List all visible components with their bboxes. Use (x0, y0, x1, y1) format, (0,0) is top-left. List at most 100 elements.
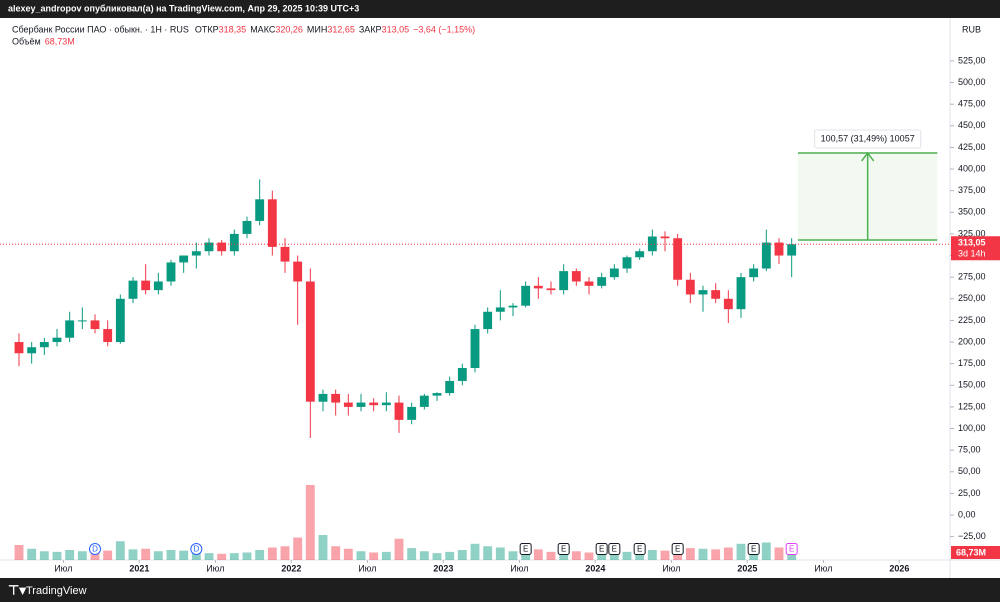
earnings-marker (519, 543, 532, 555)
volume-bar (635, 552, 645, 560)
y-tick-label: 200,00 (958, 336, 986, 346)
volume-price-box (951, 546, 1000, 559)
earnings-marker (785, 543, 798, 555)
event-label: E (675, 545, 680, 554)
candle-body (774, 242, 784, 256)
x-tick-label: Июл (510, 563, 528, 573)
volume-bar (419, 551, 429, 560)
footer (0, 578, 1000, 602)
volume-price-label: 68,73M (956, 547, 986, 557)
volume-bar (115, 541, 125, 560)
candle-body (191, 251, 201, 256)
volume-bar (141, 548, 151, 560)
candle-body (369, 402, 379, 406)
volume-bar (457, 550, 467, 560)
dividend-marker (190, 543, 203, 555)
candle-body (495, 307, 505, 312)
y-tick-label: 75,00 (958, 445, 981, 455)
candle-body (635, 251, 645, 258)
y-tick-label: 475,00 (958, 99, 986, 109)
volume-name: Объём (12, 36, 41, 46)
event-label: E (751, 545, 756, 554)
x-tick-label: Июл (206, 563, 224, 573)
volume-bar (90, 552, 100, 560)
volume-bar (698, 548, 708, 560)
y-tick-label: −25,00 (958, 531, 986, 541)
volume-bar (609, 552, 619, 560)
volume-bar (191, 551, 201, 560)
volume-bar (267, 547, 277, 560)
y-tick-label: 450,00 (958, 120, 986, 130)
y-tick-label: 500,00 (958, 77, 986, 87)
candle-body (255, 199, 265, 221)
earnings-marker (633, 543, 646, 555)
logo-mark: ⊤▾ (8, 582, 26, 597)
candle-body (445, 380, 455, 394)
last-price-box (951, 236, 1000, 261)
volume-bar (495, 547, 505, 560)
candle-body (546, 288, 556, 291)
candle-body (115, 298, 125, 343)
volume-bar (204, 553, 214, 560)
candle-body (293, 261, 303, 282)
volume-bar (432, 553, 442, 560)
measure-label: 100,57 (31,49%) 10057 (821, 133, 915, 143)
candle-body (65, 320, 75, 338)
volume-bar (14, 545, 24, 560)
candle-body (103, 329, 113, 343)
candle-body (267, 199, 277, 247)
candle-body (343, 402, 353, 407)
candle-body (394, 402, 404, 420)
volume-bar (711, 549, 721, 560)
y-tick-label: 225,00 (958, 315, 986, 325)
ohlc-name: МИН (307, 24, 327, 34)
volume-bar (217, 553, 227, 560)
candle-body (571, 271, 581, 282)
candle-body (673, 238, 683, 280)
volume-bar (483, 546, 493, 560)
publisher: alexey_andropov опубликовал(а) на Tradin… (8, 3, 359, 13)
candle-body (179, 255, 189, 263)
volume-bar (331, 546, 341, 560)
volume-bar (166, 550, 176, 560)
candle-body (217, 242, 227, 252)
x-tick-label: Июл (358, 563, 376, 573)
candle-body (153, 281, 163, 291)
y-tick-label: 250,00 (958, 293, 986, 303)
candle-body (27, 347, 37, 354)
volume-bar (787, 551, 797, 560)
x-tick-label: 2022 (281, 563, 301, 573)
candle-body (470, 329, 480, 368)
candle-body (622, 257, 632, 269)
ohlc-value: 320,26 (275, 24, 303, 34)
candle-body (280, 246, 290, 262)
candle-body (457, 367, 467, 381)
volume-bar (394, 538, 404, 560)
candle-body (141, 280, 151, 291)
candle-body (356, 402, 366, 407)
y-tick-label: 325,00 (958, 228, 986, 238)
candle-body (166, 262, 176, 282)
ohlc-name: ОТКР (195, 24, 219, 34)
event-label: E (561, 545, 566, 554)
candle-body (318, 393, 328, 402)
volume-bar (381, 551, 391, 560)
y-tick-label: 25,00 (958, 488, 981, 498)
volume-bar (597, 553, 607, 560)
volume-bar (39, 551, 49, 560)
candle-body (559, 271, 569, 291)
volume-bar (103, 550, 113, 560)
volume-bar (343, 548, 353, 560)
x-tick-label: Июл (54, 563, 72, 573)
candle-body (584, 281, 594, 286)
candle-body (749, 268, 759, 278)
y-tick-label: 150,00 (958, 380, 986, 390)
volume-bar (305, 485, 315, 560)
event-label: D (92, 545, 98, 554)
volume-bar (369, 552, 379, 560)
volume-bar (153, 551, 163, 560)
candle-body (685, 279, 695, 295)
candle-body (52, 337, 62, 343)
candle-body (242, 220, 252, 234)
candle-body (597, 277, 607, 286)
